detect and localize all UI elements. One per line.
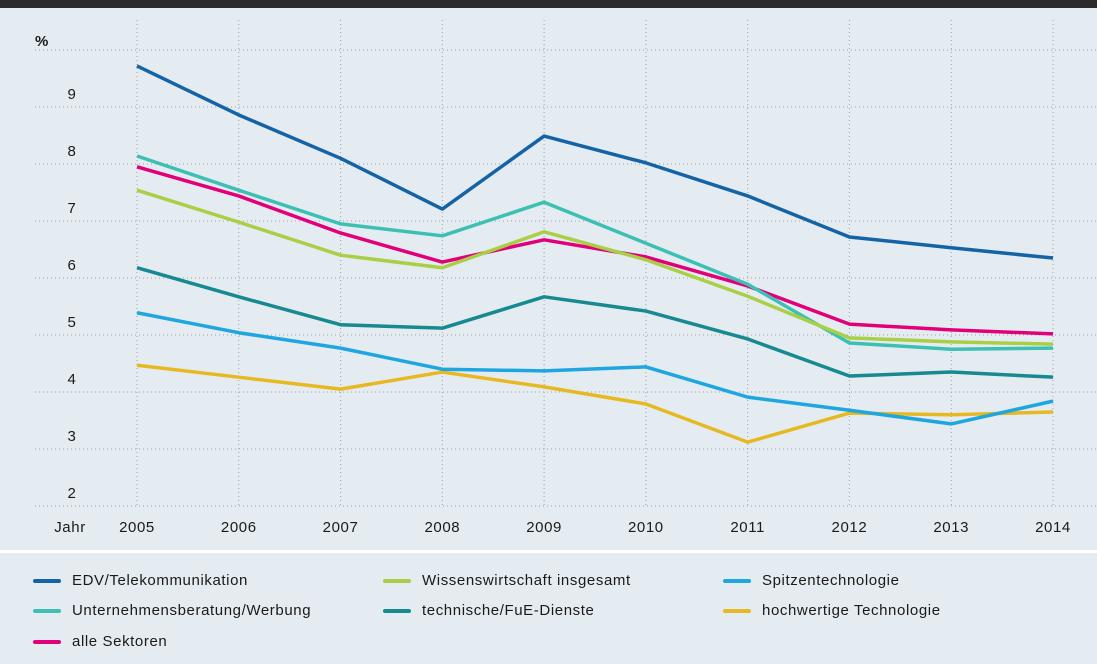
legend-label: Unternehmensberatung/Werbung bbox=[72, 602, 311, 619]
series-line bbox=[136, 311, 1054, 426]
x-label: Jahr bbox=[54, 519, 86, 536]
x-tick-label: 2005 bbox=[119, 519, 155, 536]
series-line bbox=[136, 363, 1054, 444]
series-line bbox=[136, 188, 1054, 346]
y-tick-label: 5 bbox=[68, 314, 77, 331]
x-tick-label: 2013 bbox=[933, 519, 969, 536]
y-tick-label: 6 bbox=[68, 257, 77, 274]
x-tick-label: 2010 bbox=[628, 519, 664, 536]
legend-label: Spitzentechnologie bbox=[762, 572, 900, 589]
y-tick-label: 8 bbox=[68, 143, 77, 160]
x-tick-label: 2012 bbox=[832, 519, 868, 536]
legend-background bbox=[0, 553, 1097, 664]
top-bar bbox=[0, 0, 1097, 8]
x-tick-label: 2009 bbox=[526, 519, 562, 536]
y-label: % bbox=[35, 33, 49, 50]
y-tick-label: 4 bbox=[68, 371, 77, 388]
y-tick-label: 2 bbox=[68, 485, 77, 502]
x-tick-label: 2008 bbox=[424, 519, 460, 536]
plot-background bbox=[0, 8, 1097, 550]
series-line bbox=[136, 266, 1054, 379]
y-tick-label: 9 bbox=[68, 86, 77, 103]
series-line bbox=[136, 154, 1054, 351]
legend-label: EDV/Telekommunikation bbox=[72, 572, 248, 589]
x-tick-label: 2014 bbox=[1035, 519, 1071, 536]
legend-label: alle Sektoren bbox=[72, 633, 167, 650]
y-tick-label: 3 bbox=[68, 428, 77, 445]
legend-label: hochwertige Technologie bbox=[762, 602, 941, 619]
series-line bbox=[136, 64, 1054, 260]
x-tick-label: 2011 bbox=[730, 519, 765, 536]
x-tick-label: 2007 bbox=[323, 519, 359, 536]
y-tick-label: 7 bbox=[68, 200, 77, 217]
x-tick-label: 2006 bbox=[221, 519, 257, 536]
series-line bbox=[136, 165, 1054, 336]
legend-label: technische/FuE-Dienste bbox=[422, 602, 594, 619]
legend-label: Wissenswirtschaft insgesamt bbox=[422, 572, 631, 589]
